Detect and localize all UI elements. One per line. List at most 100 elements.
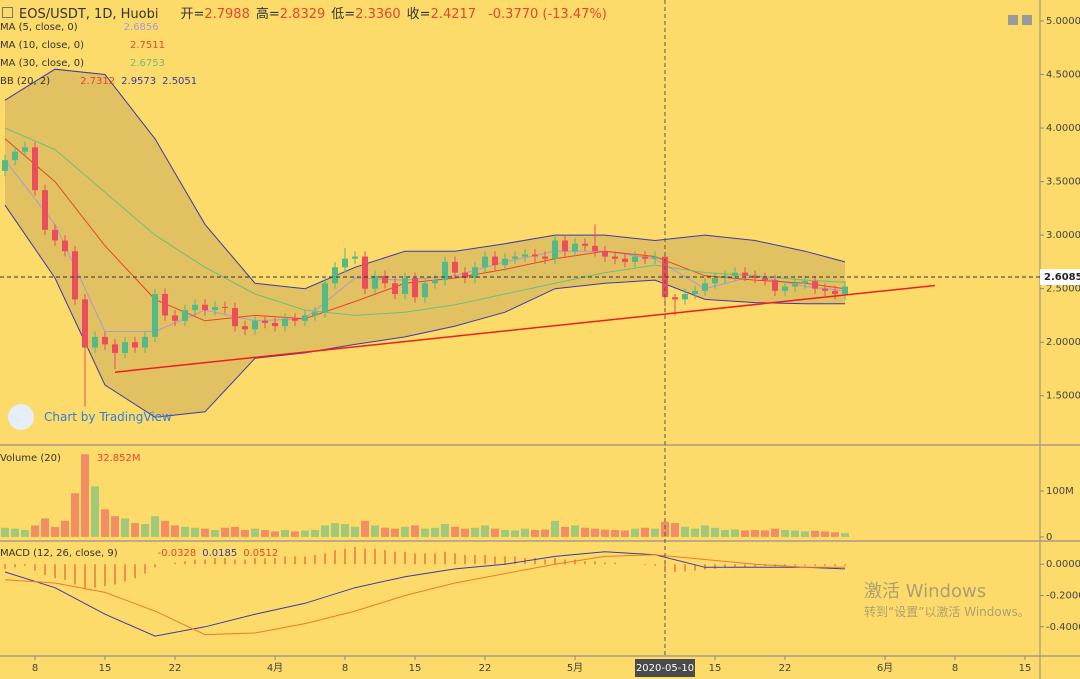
candle-body — [372, 275, 378, 289]
x-tick-label: 15 — [1019, 663, 1032, 674]
volume-bar — [791, 530, 799, 537]
volume-bar — [261, 530, 269, 537]
candle-body — [802, 281, 808, 284]
volume-bar — [1, 527, 9, 537]
volume-bar — [281, 530, 289, 537]
volume-bar — [481, 525, 489, 537]
candle-body — [792, 283, 798, 287]
candle-body — [442, 261, 448, 281]
x-tick-label: 22 — [169, 663, 182, 674]
candle-body — [472, 267, 478, 278]
candle-body — [72, 251, 78, 300]
volume-bar — [561, 526, 569, 537]
legend-value: 2.6856 — [123, 22, 159, 33]
branding[interactable]: Chart by TradingView — [8, 404, 172, 430]
candle-body — [242, 326, 248, 330]
candle-body — [222, 306, 228, 308]
volume-bar — [741, 530, 749, 537]
last-price-box — [1040, 269, 1080, 286]
field-label: 低= — [331, 7, 356, 22]
legend-row: BB (20, 2) 2.7312 2.9573 2.5051 — [0, 76, 203, 87]
volume-bar — [321, 525, 329, 537]
volume-bar — [81, 454, 89, 537]
crosshair-box — [635, 659, 695, 677]
candle-body — [552, 240, 558, 259]
candle-body — [112, 344, 118, 353]
candle-body — [492, 256, 498, 266]
candle-body — [742, 272, 748, 276]
bb-fill — [5, 69, 845, 418]
volume-bar — [251, 528, 259, 537]
y-tick-label: -0.2000 — [1046, 590, 1080, 601]
volume-bar — [831, 532, 839, 537]
volume-bar — [641, 527, 649, 537]
volume-bar — [401, 526, 409, 537]
volume-bar — [231, 526, 239, 537]
candle-body — [692, 290, 698, 295]
candle-body — [152, 294, 158, 337]
logo — [8, 404, 34, 430]
volume-bar — [301, 530, 309, 537]
candle-body — [352, 256, 358, 259]
volume-bar — [541, 529, 549, 537]
trendline — [114, 284, 936, 373]
volume-bar — [671, 523, 679, 537]
volume-bar — [191, 527, 199, 537]
x-tick-label: 15 — [99, 663, 112, 674]
volume-bar — [101, 509, 109, 537]
candle-body — [2, 160, 8, 171]
last-price-label: 2.6085 — [1044, 272, 1080, 283]
candle-body — [642, 256, 648, 259]
candle-body — [142, 336, 148, 348]
volume-bar — [611, 530, 619, 537]
volume-bar — [141, 524, 149, 537]
candle-body — [402, 277, 408, 295]
candle-body — [452, 261, 458, 273]
candle-body — [702, 283, 708, 291]
volume-bar — [121, 518, 129, 537]
field-label: 收= — [406, 7, 431, 22]
candle-body — [782, 286, 788, 291]
watermark-text: 转到“设置”以激活 Windows。 — [864, 605, 1030, 619]
volume-value: 32.852M — [96, 453, 141, 464]
candle-body — [432, 280, 438, 284]
candle-body — [292, 318, 298, 321]
legend-name: BB (20, 2) — [0, 76, 51, 87]
volume-bar — [181, 526, 189, 537]
candle-body — [122, 342, 128, 353]
candle-body — [682, 294, 688, 300]
legend-name: MA (5, close, 0) — [0, 22, 78, 33]
legend-value: 0.0512 — [243, 548, 279, 559]
candle-body — [832, 290, 838, 295]
candle-body — [162, 294, 168, 316]
candle-body — [132, 342, 138, 348]
candle-body — [772, 280, 778, 291]
legend-value: 2.6753 — [130, 58, 166, 69]
volume-bar — [21, 530, 29, 537]
macd-line — [4, 551, 846, 637]
macd-title: MACD (12, 26, close, 9) — [0, 548, 118, 559]
candle-body — [182, 310, 188, 321]
volume-bar — [691, 528, 699, 537]
legend-value: 2.5051 — [162, 76, 198, 87]
volume-bar — [31, 525, 39, 537]
volume-bar — [361, 520, 369, 537]
toolbar-icon — [1022, 15, 1032, 25]
candle-body — [572, 243, 578, 252]
volume-bar — [771, 528, 779, 537]
candle-body — [62, 240, 68, 252]
volume-bar — [571, 525, 579, 537]
volume-bar — [11, 528, 19, 537]
candle-body — [612, 256, 618, 259]
candle-body — [712, 277, 718, 284]
legend-value: 2.7312 — [80, 76, 116, 87]
collapse-icon[interactable] — [2, 7, 13, 18]
volume-bar — [241, 530, 249, 537]
toolbar-icon — [1008, 15, 1018, 25]
candle-body — [592, 245, 598, 252]
volume-bar — [71, 493, 79, 537]
candle-body — [412, 277, 418, 298]
candle-body — [172, 315, 178, 321]
volume-bar — [371, 525, 379, 537]
